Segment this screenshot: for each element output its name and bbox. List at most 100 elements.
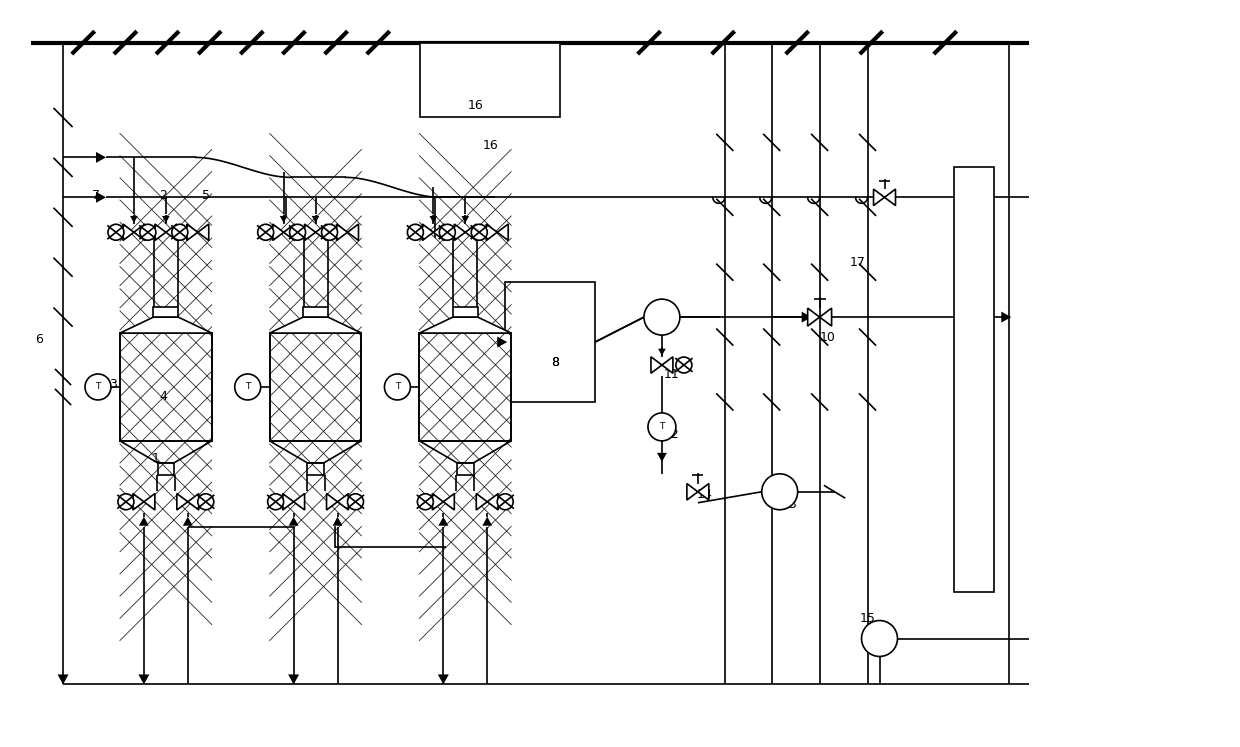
Polygon shape — [315, 224, 326, 241]
Polygon shape — [476, 494, 487, 510]
Polygon shape — [133, 494, 144, 510]
Text: T: T — [394, 382, 401, 391]
Polygon shape — [134, 224, 145, 241]
Polygon shape — [139, 675, 149, 684]
Polygon shape — [177, 494, 187, 510]
Bar — [453, 307, 477, 317]
Polygon shape — [433, 494, 444, 510]
Polygon shape — [187, 224, 198, 241]
Polygon shape — [326, 494, 337, 510]
Polygon shape — [57, 675, 68, 684]
Polygon shape — [289, 517, 299, 526]
Polygon shape — [332, 517, 342, 526]
Polygon shape — [273, 224, 284, 241]
Circle shape — [644, 299, 680, 335]
Bar — [269, 333, 362, 441]
Circle shape — [290, 224, 305, 241]
Text: 8: 8 — [551, 356, 559, 368]
Text: 11: 11 — [665, 368, 680, 382]
Bar — [120, 333, 212, 441]
Polygon shape — [336, 224, 347, 241]
Polygon shape — [155, 224, 166, 241]
Circle shape — [118, 494, 134, 509]
Circle shape — [321, 224, 337, 241]
Text: T: T — [246, 382, 250, 391]
Circle shape — [384, 374, 410, 400]
Text: 4: 4 — [159, 391, 167, 403]
Polygon shape — [879, 633, 888, 643]
Polygon shape — [687, 483, 698, 500]
Bar — [154, 307, 179, 317]
Circle shape — [471, 224, 487, 241]
Circle shape — [497, 494, 513, 509]
Polygon shape — [658, 349, 666, 356]
Polygon shape — [311, 216, 320, 223]
Polygon shape — [438, 675, 449, 684]
Polygon shape — [139, 517, 149, 526]
Circle shape — [347, 494, 363, 509]
Polygon shape — [661, 312, 670, 322]
Text: 7: 7 — [92, 189, 100, 202]
Polygon shape — [283, 494, 294, 510]
Polygon shape — [662, 357, 673, 374]
Text: 2: 2 — [159, 189, 167, 202]
Polygon shape — [120, 317, 212, 333]
Polygon shape — [419, 317, 511, 333]
Polygon shape — [444, 494, 454, 510]
Text: 6: 6 — [35, 332, 43, 346]
Polygon shape — [487, 494, 498, 510]
Circle shape — [198, 494, 213, 509]
Polygon shape — [461, 216, 469, 223]
Text: 14: 14 — [697, 489, 713, 501]
Polygon shape — [280, 216, 288, 223]
Polygon shape — [497, 337, 507, 347]
Circle shape — [172, 224, 187, 241]
Text: 10: 10 — [820, 331, 836, 344]
Bar — [458, 463, 474, 475]
Text: 5: 5 — [202, 189, 210, 202]
Polygon shape — [187, 494, 198, 510]
Bar — [269, 333, 362, 441]
Circle shape — [676, 357, 692, 373]
Polygon shape — [419, 441, 511, 463]
Bar — [505, 282, 595, 402]
Polygon shape — [889, 633, 898, 643]
Polygon shape — [486, 224, 497, 241]
Circle shape — [234, 374, 260, 400]
Polygon shape — [807, 308, 820, 326]
Circle shape — [418, 494, 433, 509]
Polygon shape — [429, 216, 438, 223]
Bar — [955, 167, 994, 592]
Circle shape — [862, 621, 898, 657]
Polygon shape — [162, 216, 170, 223]
Polygon shape — [820, 308, 832, 326]
Polygon shape — [294, 494, 305, 510]
Polygon shape — [698, 483, 709, 500]
Polygon shape — [347, 224, 358, 241]
Polygon shape — [779, 487, 787, 497]
Text: 12: 12 — [665, 428, 680, 441]
Polygon shape — [802, 311, 812, 323]
Polygon shape — [873, 189, 884, 205]
Text: 17: 17 — [849, 255, 866, 269]
Bar — [120, 333, 212, 441]
Bar — [420, 43, 560, 117]
Text: 13: 13 — [781, 498, 797, 511]
Polygon shape — [198, 224, 208, 241]
Circle shape — [258, 224, 274, 241]
Text: 8: 8 — [551, 356, 559, 368]
Polygon shape — [120, 441, 212, 463]
Circle shape — [649, 413, 676, 441]
Circle shape — [140, 224, 156, 241]
Polygon shape — [651, 357, 662, 374]
Polygon shape — [439, 517, 449, 526]
Polygon shape — [433, 224, 444, 241]
Bar — [308, 463, 324, 475]
Polygon shape — [671, 312, 680, 322]
Polygon shape — [123, 224, 134, 241]
Polygon shape — [95, 192, 105, 203]
Text: 1: 1 — [153, 453, 160, 465]
Polygon shape — [454, 224, 465, 241]
Polygon shape — [1001, 311, 1012, 323]
Polygon shape — [465, 224, 476, 241]
